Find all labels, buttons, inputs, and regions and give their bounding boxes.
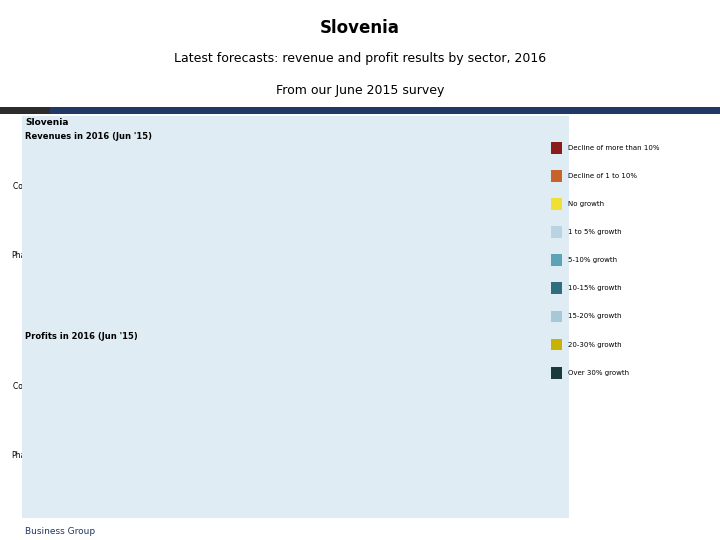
Bar [325, 401, 540, 415]
Bar [206, 179, 510, 193]
Bar [112, 355, 283, 369]
Bar [112, 424, 382, 438]
Text: Over 30% growth: Over 30% growth [568, 369, 629, 376]
Bar [112, 225, 171, 239]
Bar [112, 271, 274, 285]
Text: From our June 2015 survey: From our June 2015 survey [276, 84, 444, 97]
Bar [510, 179, 540, 193]
Bar [112, 447, 274, 461]
Bar [274, 271, 325, 285]
Bar [112, 179, 206, 193]
Bar [454, 470, 540, 484]
Text: Decline of more than 10%: Decline of more than 10% [568, 145, 660, 151]
Text: Profits in 2016 (Jun '15): Profits in 2016 (Jun '15) [25, 332, 138, 341]
Bar [382, 424, 540, 438]
Text: Slovenia: Slovenia [320, 19, 400, 37]
Text: Decline of 1 to 10%: Decline of 1 to 10% [568, 173, 637, 179]
Bar [210, 156, 485, 170]
Text: Latest forecasts: revenue and profit results by sector, 2016: Latest forecasts: revenue and profit res… [174, 52, 546, 65]
Bar [240, 470, 325, 484]
Bar [112, 470, 240, 484]
Text: 5-10% growth: 5-10% growth [568, 257, 617, 264]
Bar [112, 156, 125, 170]
Bar [274, 447, 540, 461]
Text: MEA: MEA [80, 500, 117, 515]
Text: 1 to 5% growth: 1 to 5% growth [568, 229, 621, 235]
Bar [514, 355, 527, 369]
Text: Slovenia: Slovenia [25, 118, 68, 127]
Bar [112, 401, 325, 415]
Bar [283, 355, 485, 369]
Bar [112, 247, 184, 261]
Bar [527, 156, 540, 170]
Bar [184, 247, 540, 261]
Text: 20-30% growth: 20-30% growth [568, 341, 621, 348]
Bar [325, 470, 454, 484]
Bar [322, 225, 540, 239]
Bar [112, 379, 236, 393]
Text: Business Group: Business Group [24, 527, 95, 536]
Bar [497, 271, 540, 285]
Bar [125, 156, 210, 170]
Text: 10-15% growth: 10-15% growth [568, 285, 621, 292]
Bar [171, 225, 322, 239]
Bar [527, 355, 540, 369]
Bar [505, 156, 527, 170]
Text: CEE: CEE [24, 500, 57, 515]
Bar [510, 379, 540, 393]
Text: No growth: No growth [568, 201, 604, 207]
Text: Revenues in 2016 (Jun '15): Revenues in 2016 (Jun '15) [25, 132, 152, 141]
Bar [236, 379, 450, 393]
Bar [112, 201, 540, 215]
Bar [485, 156, 505, 170]
Text: 15-20% growth: 15-20% growth [568, 313, 621, 320]
Bar [412, 271, 498, 285]
Bar [485, 355, 514, 369]
Bar [450, 379, 510, 393]
Bar [325, 271, 412, 285]
